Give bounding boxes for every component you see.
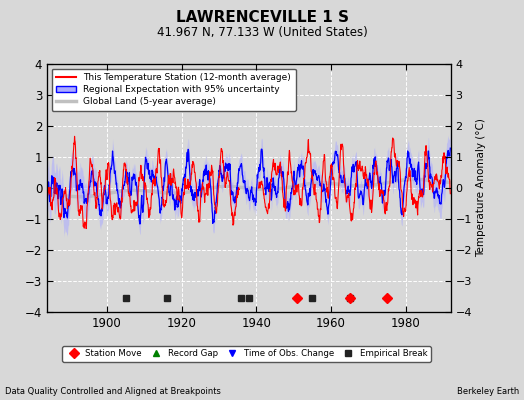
Text: LAWRENCEVILLE 1 S: LAWRENCEVILLE 1 S <box>176 10 348 25</box>
Text: 41.967 N, 77.133 W (United States): 41.967 N, 77.133 W (United States) <box>157 26 367 39</box>
Legend: This Temperature Station (12-month average), Regional Expectation with 95% uncer: This Temperature Station (12-month avera… <box>52 68 296 111</box>
Y-axis label: Temperature Anomaly (°C): Temperature Anomaly (°C) <box>476 118 486 258</box>
Legend: Station Move, Record Gap, Time of Obs. Change, Empirical Break: Station Move, Record Gap, Time of Obs. C… <box>62 346 431 362</box>
Text: Data Quality Controlled and Aligned at Breakpoints: Data Quality Controlled and Aligned at B… <box>5 387 221 396</box>
Text: Berkeley Earth: Berkeley Earth <box>456 387 519 396</box>
